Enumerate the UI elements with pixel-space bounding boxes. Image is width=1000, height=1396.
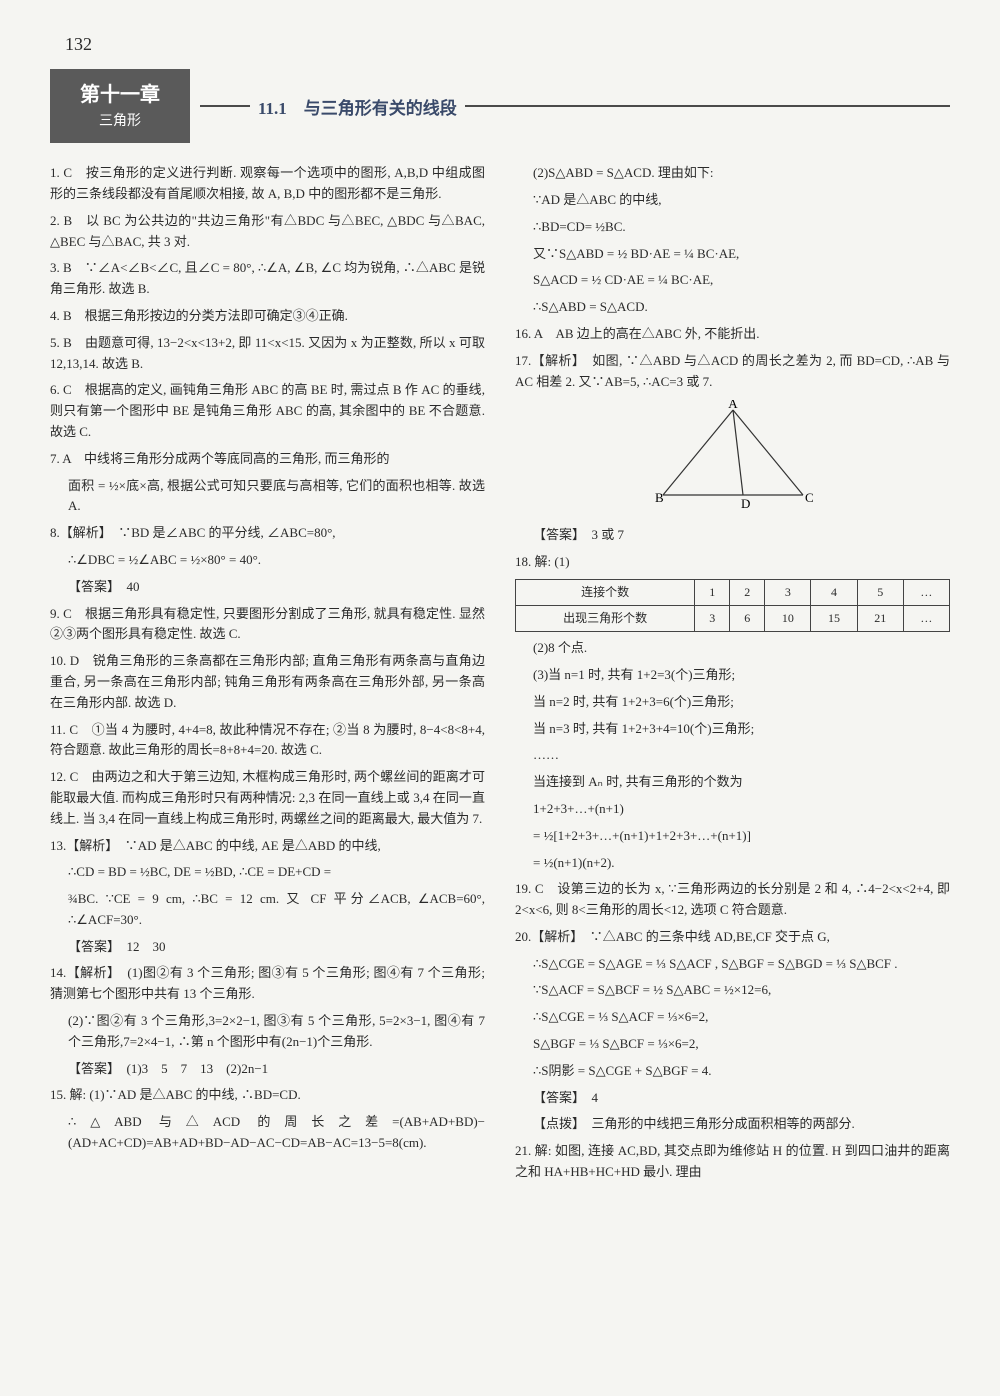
q20b: ∴S△CGE = S△AGE = ⅓ S△ACF , S△BGF = S△BGD… — [515, 954, 950, 975]
q18e: 当 n=3 时, 共有 1+2+3+4=10(个)三角形; — [515, 719, 950, 740]
table-cell: 6 — [730, 605, 765, 631]
q7b: 面积 = ½×底×高, 根据公式可知只要底与高相等, 它们的面积也相等. 故选 … — [50, 476, 485, 518]
q18b: (2)8 个点. — [515, 638, 950, 659]
q17b: 【答案】 3 或 7 — [515, 525, 950, 546]
table-cell: 连接个数 — [516, 579, 695, 605]
table-cell: 5 — [857, 579, 903, 605]
q13b: ∴CD = BD = ½BC, DE = ½BD, ∴CE = DE+CD = — [50, 862, 485, 883]
table-cell: 4 — [811, 579, 857, 605]
q18j: = ½(n+1)(n+2). — [515, 853, 950, 874]
q20g: 【答案】 4 — [515, 1088, 950, 1109]
q8a: 8.【解析】 ∵BD 是∠ABC 的平分线, ∠ABC=80°, — [50, 523, 485, 544]
q20e: S△BGF = ⅓ S△BCF = ⅓×6=2, — [515, 1034, 950, 1055]
table-cell: … — [903, 605, 949, 631]
triangle-figure: A B D C — [515, 400, 950, 517]
q18g: 当连接到 Aₙ 时, 共有三角形的个数为 — [515, 772, 950, 793]
q15a: 15. 解: (1)∵AD 是△ABC 的中线, ∴BD=CD. — [50, 1085, 485, 1106]
q15b: ∴△ABD 与△ACD 的周长之差=(AB+AD+BD)−(AD+AC+CD)=… — [50, 1112, 485, 1154]
q1: 1. C 按三角形的定义进行判断. 观察每一个选项中的图形, A,B,D 中组成… — [50, 163, 485, 205]
q15e: ∴BD=CD= ½BC. — [515, 217, 950, 238]
q18-table: 连接个数 1 2 3 4 5 … 出现三角形个数 3 6 10 15 21 … — [515, 579, 950, 632]
q20h: 【点拨】 三角形的中线把三角形分成面积相等的两部分. — [515, 1114, 950, 1135]
q14c: 【答案】 (1)3 5 7 13 (2)2n−1 — [50, 1059, 485, 1080]
table-cell: … — [903, 579, 949, 605]
q20a: 20.【解析】 ∵△ABC 的三条中线 AD,BE,CF 交于点 G, — [515, 927, 950, 948]
q15d: ∵AD 是△ABC 的中线, — [515, 190, 950, 211]
table-cell: 15 — [811, 605, 857, 631]
q20d: ∴S△CGE = ⅓ S△ACF = ⅓×6=2, — [515, 1007, 950, 1028]
content-columns: 1. C 按三角形的定义进行判断. 观察每一个选项中的图形, A,B,D 中组成… — [50, 163, 950, 1189]
table-cell: 1 — [695, 579, 730, 605]
q9: 9. C 根据三角形具有稳定性, 只要图形分割成了三角形, 就具有稳定性. 显然… — [50, 604, 485, 646]
triangle-label-D: D — [741, 496, 750, 510]
table-cell: 出现三角形个数 — [516, 605, 695, 631]
q11: 11. C ①当 4 为腰时, 4+4=8, 故此种情况不存在; ②当 8 为腰… — [50, 720, 485, 762]
q2: 2. B 以 BC 为公共边的"共边三角形"有△BDC 与△BEC, △BDC … — [50, 211, 485, 253]
q6: 6. C 根据高的定义, 画钝角三角形 ABC 的高 BE 时, 需过点 B 作… — [50, 380, 485, 442]
q14b: (2)∵图②有 3 个三角形,3=2×2−1, 图③有 5 个三角形, 5=2×… — [50, 1011, 485, 1053]
q17a: 17.【解析】 如图, ∵△ABD 与△ACD 的周长之差为 2, 而 BD=C… — [515, 351, 950, 393]
table-cell: 21 — [857, 605, 903, 631]
table-row: 连接个数 1 2 3 4 5 … — [516, 579, 950, 605]
q8c: 【答案】 40 — [50, 577, 485, 598]
q13c: ¾BC. ∵CE = 9 cm, ∴BC = 12 cm. 又 CF 平分∠AC… — [50, 889, 485, 931]
q16: 16. A AB 边上的高在△ABC 外, 不能折出. — [515, 324, 950, 345]
q15c: (2)S△ABD = S△ACD. 理由如下: — [515, 163, 950, 184]
page-number: 132 — [50, 30, 950, 59]
q18h: 1+2+3+…+(n+1) — [515, 799, 950, 820]
q4: 4. B 根据三角形按边的分类方法即可确定③④正确. — [50, 306, 485, 327]
triangle-label-C: C — [805, 490, 814, 505]
right-column: (2)S△ABD = S△ACD. 理由如下: ∵AD 是△ABC 的中线, ∴… — [515, 163, 950, 1189]
chapter-subtitle: 三角形 — [70, 111, 170, 133]
q21: 21. 解: 如图, 连接 AC,BD, 其交点即为维修站 H 的位置. H 到… — [515, 1141, 950, 1183]
q18i: = ½[1+2+3+…+(n+1)+1+2+3+…+(n+1)] — [515, 826, 950, 847]
table-cell: 10 — [765, 605, 811, 631]
triangle-label-B: B — [655, 490, 664, 505]
q15h: ∴S△ABD = S△ACD. — [515, 297, 950, 318]
q7a: 7. A 中线将三角形分成两个等底同高的三角形, 而三角形的 — [50, 449, 485, 470]
q20f: ∴S阴影 = S△CGE + S△BGF = 4. — [515, 1061, 950, 1082]
q20c: ∵S△ACF = S△BCF = ½ S△ABC = ½×12=6, — [515, 980, 950, 1001]
table-cell: 3 — [765, 579, 811, 605]
chapter-line: 11.1 与三角形有关的线段 — [200, 105, 950, 107]
triangle-svg: A B D C — [633, 400, 833, 510]
left-column: 1. C 按三角形的定义进行判断. 观察每一个选项中的图形, A,B,D 中组成… — [50, 163, 485, 1189]
q18a: 18. 解: (1) — [515, 552, 950, 573]
q3: 3. B ∵∠A<∠B<∠C, 且∠C = 80°, ∴∠A, ∠B, ∠C 均… — [50, 258, 485, 300]
table-cell: 3 — [695, 605, 730, 631]
q13d: 【答案】 12 30 — [50, 937, 485, 958]
q18d: 当 n=2 时, 共有 1+2+3=6(个)三角形; — [515, 692, 950, 713]
section-title: 11.1 与三角形有关的线段 — [250, 95, 465, 122]
q13a: 13.【解析】 ∵AD 是△ABC 的中线, AE 是△ABD 的中线, — [50, 836, 485, 857]
q5: 5. B 由题意可得, 13−2<x<13+2, 即 11<x<15. 又因为 … — [50, 333, 485, 375]
chapter-title: 第十一章 — [70, 79, 170, 111]
q14a: 14.【解析】 (1)图②有 3 个三角形; 图③有 5 个三角形; 图④有 7… — [50, 963, 485, 1005]
triangle-label-A: A — [728, 400, 738, 411]
q15f: 又∵S△ABD = ½ BD·AE = ¼ BC·AE, — [515, 244, 950, 265]
chapter-header: 第十一章 三角形 11.1 与三角形有关的线段 — [50, 69, 950, 143]
q12: 12. C 由两边之和大于第三边知, 木框构成三角形时, 两个螺丝间的距离才可能… — [50, 767, 485, 829]
q18c: (3)当 n=1 时, 共有 1+2=3(个)三角形; — [515, 665, 950, 686]
table-cell: 2 — [730, 579, 765, 605]
q19: 19. C 设第三边的长为 x, ∵三角形两边的长分别是 2 和 4, ∴4−2… — [515, 879, 950, 921]
table-row: 出现三角形个数 3 6 10 15 21 … — [516, 605, 950, 631]
q10: 10. D 锐角三角形的三条高都在三角形内部; 直角三角形有两条高与直角边重合,… — [50, 651, 485, 713]
q15g: S△ACD = ½ CD·AE = ¼ BC·AE, — [515, 270, 950, 291]
chapter-box: 第十一章 三角形 — [50, 69, 190, 143]
q8b: ∴∠DBC = ½∠ABC = ½×80° = 40°. — [50, 550, 485, 571]
q18f: …… — [515, 745, 950, 766]
